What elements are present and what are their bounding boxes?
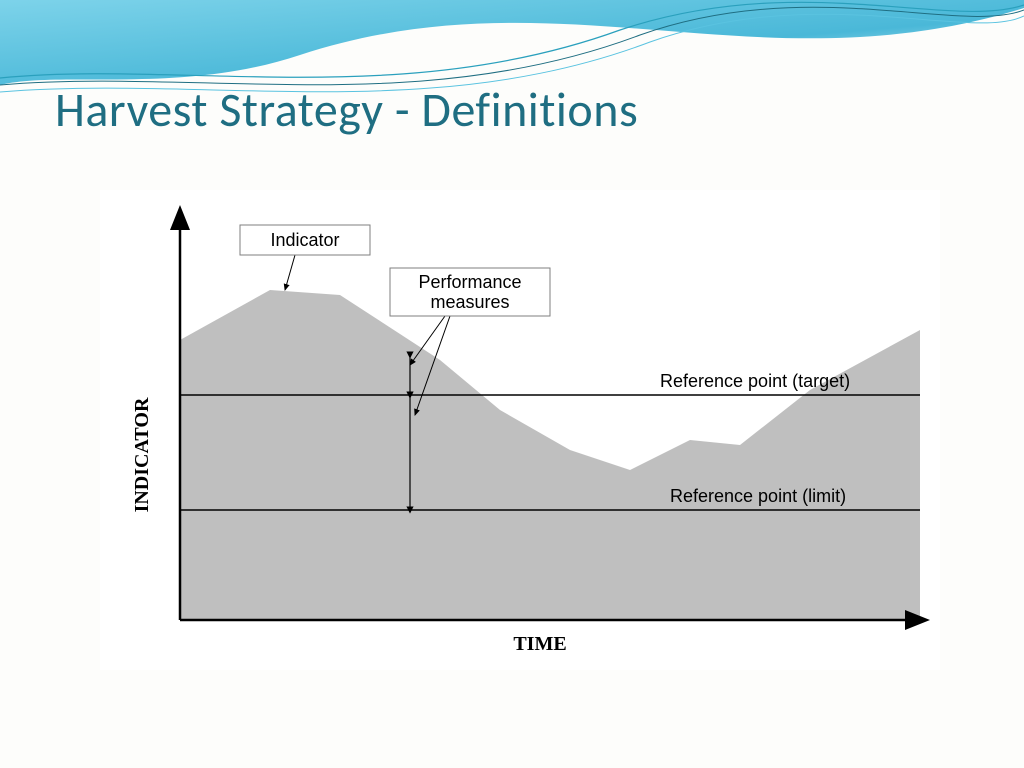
indicator-area: [180, 290, 920, 620]
callout-arrow: [285, 255, 295, 290]
slide-title: Harvest Strategy - Definitions: [55, 80, 638, 139]
chart-svg: Reference point (target) Reference point …: [100, 190, 940, 670]
callout-text-indicator: Indicator: [270, 230, 339, 250]
reference-label: Reference point (target): [660, 371, 850, 391]
x-axis-label: TIME: [513, 633, 566, 655]
reference-label: Reference point (limit): [670, 486, 846, 506]
callout-text-performance: measures: [430, 292, 509, 312]
chart-panel: Reference point (target) Reference point …: [100, 190, 940, 670]
y-axis-label: INDICATOR: [131, 397, 153, 512]
slide: Harvest Strategy - Definitions Reference…: [0, 0, 1024, 768]
callout-text-performance: Performance: [418, 272, 521, 292]
